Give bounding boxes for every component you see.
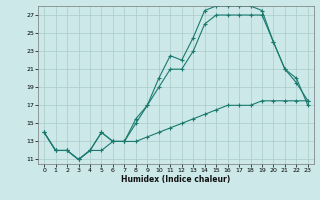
X-axis label: Humidex (Indice chaleur): Humidex (Indice chaleur) <box>121 175 231 184</box>
